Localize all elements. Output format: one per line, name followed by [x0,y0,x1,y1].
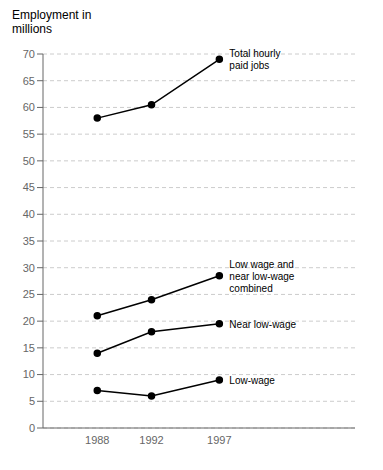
svg-text:Low-wage: Low-wage [229,374,275,385]
svg-text:45: 45 [23,181,35,193]
svg-text:50: 50 [23,155,35,167]
html-text:Employment in: Employment in [12,8,92,22]
svg-text:65: 65 [23,75,35,87]
svg-text:40: 40 [23,208,35,220]
svg-text:15: 15 [23,342,35,354]
svg-text:20: 20 [23,315,35,327]
svg-text:5: 5 [29,395,35,407]
svg-text:30: 30 [23,262,35,274]
svg-text:1997: 1997 [207,434,231,446]
svg-text:Low wage andnear low-wagecombi: Low wage andnear low-wagecombined [229,258,294,293]
svg-text:Total hourlypaid jobs: Total hourlypaid jobs [229,48,280,71]
svg-text:Near low-wage: Near low-wage [229,318,296,329]
svg-text:0: 0 [29,422,35,434]
svg-text:10: 10 [23,368,35,380]
svg-text:1988: 1988 [85,434,109,446]
html-text:millions: millions [12,22,52,36]
svg-text:1992: 1992 [139,434,163,446]
svg-text:60: 60 [23,101,35,113]
svg-text:70: 70 [23,48,35,60]
svg-text:25: 25 [23,288,35,300]
svg-text:35: 35 [23,235,35,247]
svg-text:55: 55 [23,128,35,140]
